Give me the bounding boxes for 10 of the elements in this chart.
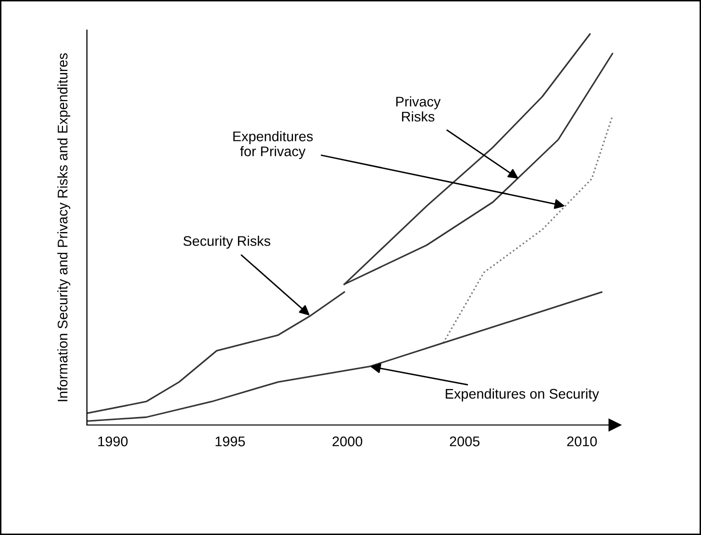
x-tick-label: 2000 — [332, 436, 362, 446]
x-tick-label: 2005 — [450, 436, 480, 446]
annotation: Privacy Risks — [396, 96, 441, 122]
annotation: Security Risks — [183, 236, 270, 249]
annotation: Expenditures on Security — [446, 388, 600, 402]
x-tick-label: 2010 — [567, 436, 597, 446]
annotation: Expenditures for Privacy — [233, 131, 313, 160]
y-axis-title: Information Security and Privacy Risks and Expenditures — [57, 53, 70, 402]
x-tick-label: 1990 — [98, 436, 128, 446]
x-tick-label: 1995 — [216, 436, 245, 446]
